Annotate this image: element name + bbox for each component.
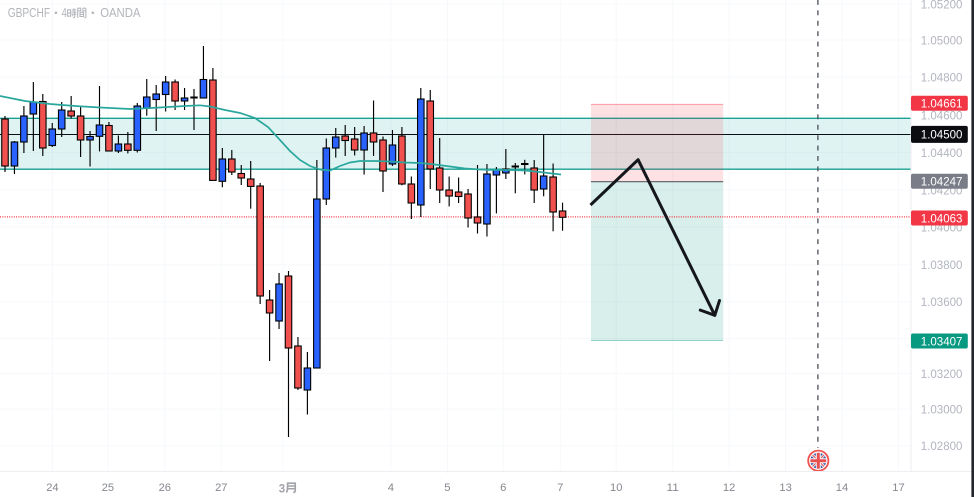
svg-text:17: 17 [892,482,904,494]
svg-text:1.04600: 1.04600 [921,108,963,122]
svg-text:1.03407: 1.03407 [921,334,963,348]
svg-text:24: 24 [46,482,58,494]
svg-text:1.02800: 1.02800 [921,439,963,453]
svg-text:1.03800: 1.03800 [921,258,963,272]
svg-text:7: 7 [557,482,563,494]
svg-text:1.03200: 1.03200 [921,367,963,381]
svg-text:12: 12 [723,482,735,494]
svg-text:1.04500: 1.04500 [921,128,963,142]
svg-text:OANDA: OANDA [100,5,141,20]
svg-text:4: 4 [388,482,394,494]
svg-text:1.05200: 1.05200 [921,0,963,11]
svg-text:3: 3 [279,484,285,496]
svg-text:1.04247: 1.04247 [921,175,963,189]
svg-text:1.03600: 1.03600 [921,295,963,309]
svg-text:5: 5 [444,482,450,494]
svg-text:11: 11 [667,482,679,494]
svg-text:1.04661: 1.04661 [921,97,963,111]
svg-text:GBPCHF: GBPCHF [8,5,50,20]
svg-text:10: 10 [610,482,622,494]
svg-text:25: 25 [102,482,114,494]
svg-text:1.04400: 1.04400 [921,146,963,160]
svg-text:14: 14 [836,482,848,494]
svg-text:6: 6 [500,482,506,494]
svg-text:13: 13 [779,482,791,494]
svg-text:1.04800: 1.04800 [921,70,963,84]
svg-text:4: 4 [62,5,67,20]
svg-text:1.03000: 1.03000 [921,402,963,416]
svg-text:1.04063: 1.04063 [921,211,963,225]
svg-text:1.05000: 1.05000 [921,33,963,47]
svg-text:26: 26 [159,482,171,494]
svg-text:27: 27 [215,482,227,494]
